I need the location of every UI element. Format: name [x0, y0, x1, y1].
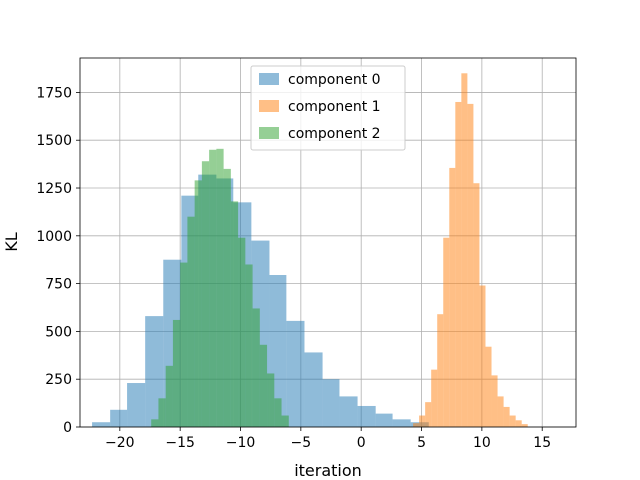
histogram-bar — [110, 409, 128, 427]
histogram-bar — [473, 183, 480, 427]
series-2-bars — [151, 148, 289, 428]
x-tick-label: −20 — [105, 435, 135, 451]
y-axis-label: KL — [2, 232, 21, 251]
axes-frame — [79, 57, 577, 428]
histogram-bar — [521, 424, 528, 427]
legend-label: component 0 — [288, 72, 381, 88]
histogram-bar — [194, 180, 202, 427]
histogram-bar — [252, 308, 260, 427]
histogram-bar — [491, 375, 498, 427]
legend-label: component 1 — [288, 99, 381, 115]
histogram-bar — [357, 405, 376, 427]
y-tick-label: 0 — [63, 420, 72, 436]
histogram-bar — [127, 383, 146, 427]
x-tick-label: −15 — [165, 435, 195, 451]
histogram-bar — [238, 237, 246, 427]
histogram-bar — [431, 369, 438, 427]
histogram-bar — [201, 161, 210, 427]
legend-label: component 2 — [288, 126, 381, 142]
histogram-bar — [437, 314, 444, 427]
histogram-bar — [392, 419, 411, 427]
histogram-bar — [267, 373, 275, 427]
histogram-bar — [497, 396, 504, 427]
y-tick-label: 1500 — [36, 133, 72, 149]
histogram-bar — [467, 103, 474, 427]
histogram-bar — [322, 379, 340, 427]
histogram-bar — [245, 264, 253, 427]
legend-entries: component 0 component 1 component 2 — [259, 72, 381, 142]
histogram-bar — [165, 365, 173, 427]
histogram-bar — [515, 420, 522, 427]
histogram-bar — [172, 319, 181, 427]
histogram-bar — [281, 415, 289, 427]
histogram-bar — [419, 415, 426, 427]
histogram-bars — [92, 73, 528, 428]
histogram-bar — [187, 216, 195, 427]
y-tick-label: 750 — [45, 277, 72, 293]
y-tick-label: 500 — [45, 324, 72, 340]
histogram-bar — [151, 419, 159, 427]
histogram-bar — [286, 320, 305, 427]
x-tick-label: 5 — [417, 435, 426, 451]
y-tick-label: 1750 — [36, 85, 72, 101]
legend-swatch — [259, 73, 279, 85]
x-axis-ticks: −20 −15 −10 −5 0 5 10 15 — [105, 427, 551, 451]
y-axis-ticks: 0 250 500 750 1000 1250 1500 1750 — [36, 85, 80, 436]
histogram-bar — [339, 396, 358, 427]
x-tick-label: 15 — [533, 435, 551, 451]
x-axis-label: iteration — [294, 461, 362, 480]
legend-swatch — [259, 100, 279, 112]
histogram-bar — [274, 398, 282, 427]
histogram-bar — [375, 413, 393, 427]
histogram-bar — [209, 149, 217, 427]
histogram-bar — [230, 201, 239, 427]
histogram-bar — [259, 344, 268, 427]
histogram-bar — [461, 73, 468, 427]
x-tick-label: −5 — [291, 435, 312, 451]
histogram-bar — [223, 168, 231, 428]
histogram-bar — [503, 406, 510, 427]
histogram-bar — [216, 148, 224, 428]
histogram-bar — [425, 402, 432, 427]
y-tick-label: 250 — [45, 372, 72, 388]
legend-swatch — [259, 127, 279, 139]
histogram-bar — [413, 423, 420, 427]
histogram-bar — [443, 237, 450, 427]
x-tick-label: −10 — [226, 435, 256, 451]
x-tick-label: 10 — [473, 435, 491, 451]
series-1-bars — [413, 73, 528, 427]
histogram-bar — [304, 352, 323, 427]
legend: component 0 component 1 component 2 — [250, 65, 406, 151]
histogram-bar — [479, 285, 486, 427]
histogram-bar — [455, 101, 462, 427]
histogram-bar — [158, 398, 166, 427]
histogram-bar — [92, 422, 111, 427]
y-tick-label: 1250 — [36, 181, 72, 197]
legend-frame — [250, 65, 406, 151]
y-tick-label: 1000 — [36, 229, 72, 245]
histogram-bar — [485, 346, 492, 427]
histogram-bar — [449, 167, 456, 427]
histogram-bar — [509, 415, 516, 427]
histogram-bar — [180, 262, 188, 427]
x-tick-label: 0 — [357, 435, 366, 451]
